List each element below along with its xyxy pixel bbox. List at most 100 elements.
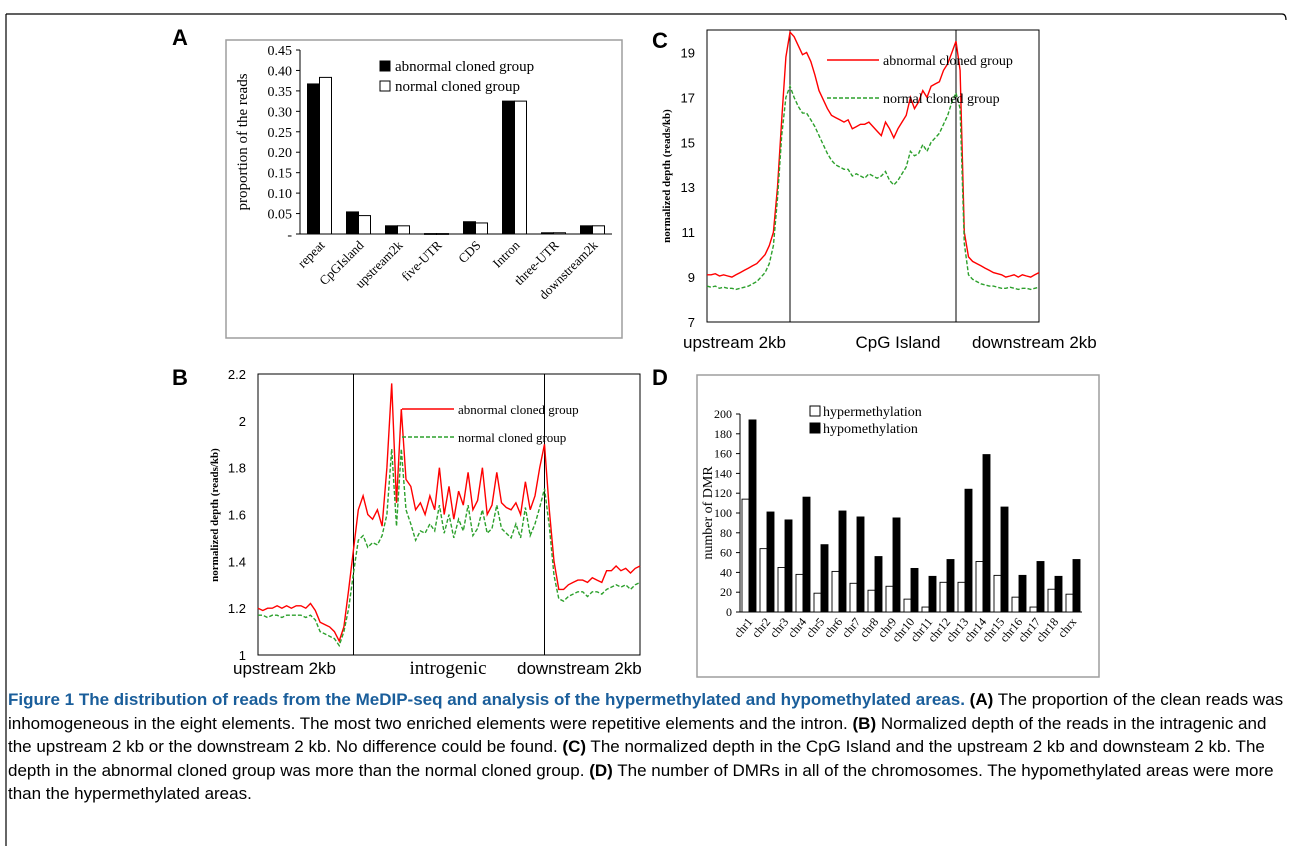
panel-d-y-axis-label: number of DMR <box>701 466 716 560</box>
panel-d-bar-hypo <box>982 454 991 613</box>
panel-d-bar-hyper <box>849 582 858 613</box>
panel-a-bar-abnormal <box>385 225 398 235</box>
caption-label-a: (A) <box>969 690 994 709</box>
panel-d-bar-hyper <box>885 585 894 613</box>
panel-a-x-tick-label: five-UTR <box>398 237 445 284</box>
panel-d-y-tick-label: 80 <box>720 526 732 540</box>
panel-d-bar-hypo <box>892 517 901 613</box>
panel-a-y-tick-label: 0.40 <box>268 64 293 79</box>
panel-a-bar-abnormal <box>463 221 476 235</box>
panel-d-bar-hyper <box>777 567 786 613</box>
panel-label-c: C <box>652 28 668 53</box>
panel-label-d: D <box>652 365 668 390</box>
panel-c-legend-label: abnormal cloned group <box>883 54 1013 69</box>
panel-d-bar-hypo <box>874 556 883 613</box>
panel-d-y-tick-label: 0 <box>726 605 732 619</box>
panel-a-y-tick-label: 0.20 <box>268 146 293 161</box>
panel-d-bar-hypo <box>820 544 829 613</box>
panel-a-bar-normal <box>397 225 410 235</box>
panel-a-bar-normal <box>319 76 332 235</box>
panel-d-y-tick-label: 40 <box>720 565 732 579</box>
panel-a-bar-abnormal <box>346 211 359 235</box>
panel-d-bar-hyper <box>741 498 750 613</box>
panel-b-y-tick-label: 1 <box>239 648 246 663</box>
panel-c-y-tick-label: 11 <box>682 225 696 240</box>
panel-d-legend-label: hypermethylation <box>823 405 922 420</box>
panel-a-x-tick-label: repeat <box>295 237 328 270</box>
panel-c-y-tick-label: 15 <box>681 135 695 150</box>
caption-text-b: Normalized depth of the reads in the int… <box>8 713 1267 757</box>
panel-b-y-tick-label: 2 <box>239 414 246 429</box>
panel-a-bar-abnormal <box>502 100 515 235</box>
panel-a-legend-swatch <box>379 80 391 92</box>
panel-d-bar-hypo <box>1036 561 1045 613</box>
panel-d-bar-hyper <box>1011 596 1020 613</box>
panel-c-region-cpg: CpG Island <box>855 333 940 352</box>
caption-title: Figure 1 The distribution of reads from … <box>8 690 965 709</box>
panel-c-legend-label: normal cloned group <box>883 92 1000 107</box>
panel-a-y-tick-label: - <box>287 228 292 243</box>
panel-d-bar-hypo <box>1000 506 1009 613</box>
panel-d-bar-hyper <box>867 589 876 613</box>
panel-a-border <box>225 39 623 339</box>
panel-d-bar-hyper <box>1047 588 1056 613</box>
panel-d-bar-hypo <box>1072 559 1081 613</box>
caption-text-d: The number of DMRs in all of the chromos… <box>8 760 1274 804</box>
panel-d-bar-hypo <box>946 559 955 613</box>
panel-a-y-tick-label: 0.15 <box>268 167 293 182</box>
panel-d-bar-hypo <box>1018 574 1027 613</box>
panel-b-series-normal <box>258 448 641 648</box>
panel-d-legend-swatch <box>809 405 821 417</box>
panel-a-y-tick-label: 0.45 <box>268 44 293 59</box>
panel-d-border <box>696 374 1100 678</box>
panel-d-bar-hyper <box>813 592 822 613</box>
panel-a-y-tick-label: 0.25 <box>268 126 293 141</box>
panel-d-bar-hyper <box>1029 606 1038 613</box>
caption-text-a: The proportion of the clean reads was in… <box>8 690 1284 733</box>
panel-b-y-tick-label: 1.8 <box>228 461 246 476</box>
panel-c-y-axis-label: normalized depth (reads/kb) <box>661 109 673 243</box>
panel-a-x-tick-label: CDS <box>455 238 483 266</box>
panel-a-bar-normal <box>592 225 605 235</box>
panel-b-y-tick-label: 1.2 <box>228 601 246 616</box>
panel-d-y-tick-label: 20 <box>720 585 732 599</box>
panel-d-x-tick-label: chrx <box>1055 615 1079 640</box>
panel-d-legend-swatch <box>809 422 821 434</box>
panel-a-y-axis-label: proportion of the reads <box>235 73 251 210</box>
panel-d-y-tick-label: 180 <box>714 427 732 441</box>
panel-d-bar-hyper <box>795 573 804 613</box>
panel-a-x-tick-label: Intron <box>490 237 523 270</box>
panel-a-bar-abnormal <box>580 225 593 235</box>
panel-a-bar-abnormal <box>307 83 320 235</box>
panel-d-bar-hyper <box>939 581 948 613</box>
panel-d-bar-hypo <box>1054 575 1063 613</box>
panel-d-bar-hypo <box>964 488 973 613</box>
panel-a-y-tick-label: 0.35 <box>268 85 293 100</box>
panel-d-bar-hyper <box>1065 593 1074 613</box>
panel-d-bar-hyper <box>831 570 840 613</box>
panel-c-region-upstream: upstream 2kb <box>683 333 786 352</box>
panel-c-border <box>706 29 1040 323</box>
panel-b-y-tick-label: 1.6 <box>228 508 246 523</box>
panel-c-y-tick-label: 17 <box>681 90 695 105</box>
panel-a-legend-swatch <box>379 60 391 72</box>
panel-d-y-tick-label: 100 <box>714 506 732 520</box>
panel-d-y-tick-label: 140 <box>714 466 732 480</box>
panel-c-y-tick-label: 9 <box>688 270 695 285</box>
panel-d-bar-hyper <box>903 598 912 613</box>
caption-label-d: (D) <box>589 760 613 780</box>
caption-label-c: (C) <box>562 737 587 756</box>
panel-a-y-tick-label: 0.05 <box>268 208 293 223</box>
panel-d-chart: number of DMR 0 20 40 60 80 100 120 140 160 180 20… <box>696 374 1100 678</box>
panel-b-series-abnormal <box>257 383 641 643</box>
panel-a-legend-label: abnormal cloned group <box>395 59 534 75</box>
panel-a-bar-normal <box>553 232 566 235</box>
panel-c-y-tick-label: 13 <box>681 180 695 195</box>
panel-a-bar-normal <box>436 233 449 235</box>
caption-text-c: The normalized depth in the CpG Island a… <box>8 737 1265 780</box>
panel-d-bar-hyper <box>921 606 930 613</box>
panel-d-bar-hyper <box>993 574 1002 613</box>
panel-c-region-downstream: downstream 2kb <box>972 333 1097 352</box>
